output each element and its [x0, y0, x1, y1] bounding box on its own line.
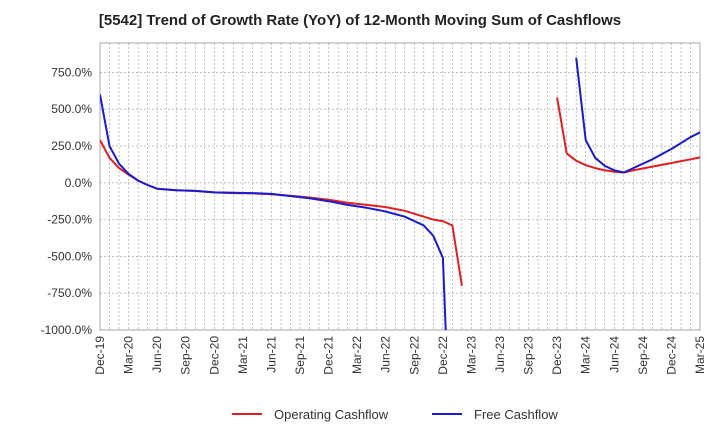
y-tick-label: 500.0%: [51, 102, 92, 116]
y-tick-label: -750.0%: [47, 286, 92, 300]
x-tick-label: Sep-21: [293, 336, 307, 375]
x-tick-label: Dec-20: [207, 336, 221, 375]
x-tick-label: Dec-19: [93, 336, 107, 375]
legend-operating-label: Operating Cashflow: [274, 407, 389, 422]
x-tick-label: Jun-23: [493, 336, 507, 373]
plot-area: [99, 42, 701, 331]
x-tick-label: Sep-20: [179, 336, 193, 375]
free-cashflow-line: [100, 94, 447, 330]
x-tick-label: Sep-24: [636, 336, 650, 375]
free-cashflow-line: [575, 57, 700, 174]
x-tick-label: Jun-20: [150, 336, 164, 373]
x-tick-label: Dec-24: [664, 336, 678, 375]
x-tick-label: Mar-25: [693, 336, 707, 374]
chart-title: [5542] Trend of Growth Rate (YoY) of 12-…: [98, 12, 622, 29]
y-tick-label: -1000.0%: [41, 323, 93, 337]
x-tick-label: Sep-22: [407, 336, 421, 375]
x-tick-label: Jun-24: [607, 336, 621, 373]
x-tick-label: Jun-21: [264, 336, 278, 373]
operating-cashflow-line: [556, 97, 700, 174]
x-tick-label: Jun-22: [379, 336, 393, 373]
y-tick-label: 750.0%: [51, 65, 92, 79]
y-tick-label: -250.0%: [47, 213, 92, 227]
x-tick-label: Mar-23: [464, 336, 478, 374]
x-tick-label: Mar-20: [122, 336, 136, 374]
x-tick-label: Dec-21: [322, 336, 336, 375]
x-tick-label: Sep-23: [522, 336, 536, 375]
legend-free-label: Free Cashflow: [474, 407, 558, 422]
y-tick-label: -500.0%: [47, 249, 92, 263]
x-tick-label: Mar-21: [236, 336, 250, 374]
x-tick-label: Dec-23: [550, 336, 564, 375]
y-tick-label: 0.0%: [65, 176, 93, 190]
x-tick-label: Mar-24: [579, 336, 593, 374]
x-tick-label: Mar-22: [350, 336, 364, 374]
y-tick-label: 250.0%: [51, 139, 92, 153]
x-tick-label: Dec-22: [436, 336, 450, 375]
